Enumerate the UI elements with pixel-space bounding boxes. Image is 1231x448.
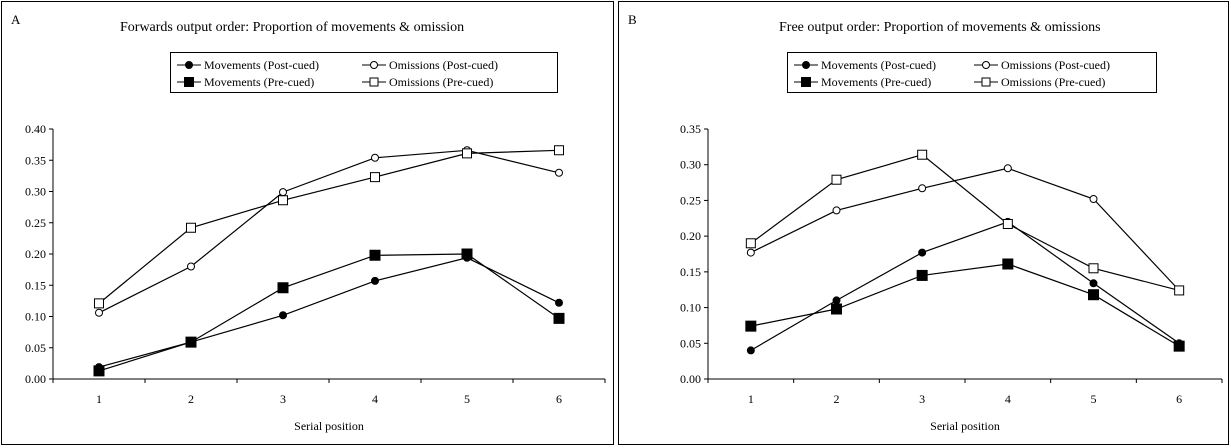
data-point-movements-post-cued — [555, 298, 563, 307]
x-tick-label: 3 — [919, 392, 925, 406]
chart-title: Free output order: Proportion of movemen… — [779, 20, 1101, 35]
data-point-omissions-pre-cued — [1088, 263, 1099, 274]
panel-label: B — [628, 12, 637, 27]
y-tick-label: 0.20 — [680, 229, 701, 243]
legend-label: Movements (Pre-cued) — [204, 75, 315, 89]
chart-panel-b: B Free output order: Proportion of movem… — [618, 1, 1229, 445]
x-tick-label: 3 — [280, 392, 286, 406]
data-point-omissions-post-cued — [279, 188, 287, 197]
data-point-omissions-pre-cued — [745, 238, 756, 249]
y-tick-label: 0.40 — [25, 122, 46, 136]
y-tick-label: 0.30 — [680, 158, 701, 172]
data-point-omissions-post-cued — [1003, 164, 1012, 173]
y-tick-label: 0.15 — [25, 278, 46, 292]
data-point-movements-post-cued — [1089, 279, 1098, 288]
data-point-omissions-post-cued — [95, 308, 103, 317]
y-tick-label: 0.30 — [25, 185, 46, 199]
data-point-movements-post-cued — [371, 276, 379, 285]
series-line-movements-post-cued — [98, 257, 560, 368]
x-tick-label: 5 — [464, 392, 470, 406]
data-point-omissions-pre-cued — [278, 195, 288, 206]
y-tick-label: 0.25 — [680, 193, 701, 207]
data-point-omissions-post-cued — [746, 248, 755, 257]
data-point-movements-post-cued — [918, 248, 927, 257]
data-point-movements-pre-cued — [277, 282, 289, 294]
x-tick-label: 2 — [834, 392, 840, 406]
y-tick-label: 0.35 — [25, 153, 46, 167]
data-point-omissions-post-cued — [371, 153, 379, 162]
y-tick-label: 0.20 — [25, 247, 46, 261]
series-line-movements-pre-cued — [750, 263, 1180, 347]
y-tick-label: 0.00 — [25, 372, 46, 386]
legend-label: Movements (Post-cued) — [204, 58, 319, 72]
y-tick-label: 0.10 — [680, 301, 701, 315]
data-point-omissions-pre-cued — [94, 298, 104, 309]
panel-label: A — [11, 12, 21, 27]
x-tick-label: 2 — [188, 392, 194, 406]
data-point-movements-pre-cued — [369, 249, 381, 261]
y-tick-label: 0.15 — [680, 265, 701, 279]
data-point-omissions-post-cued — [918, 184, 927, 193]
data-point-movements-post-cued — [832, 296, 841, 305]
data-point-omissions-post-cued — [555, 168, 563, 177]
legend-label: Omissions (Post-cued) — [389, 58, 498, 72]
data-point-movements-post-cued — [746, 346, 755, 355]
legend-label: Omissions (Pre-cued) — [389, 75, 494, 89]
x-tick-label: 5 — [1091, 392, 1097, 406]
x-tick-label: 4 — [1005, 392, 1011, 406]
legend-label: Omissions (Post-cued) — [1001, 58, 1110, 72]
data-point-omissions-pre-cued — [554, 145, 564, 156]
x-tick-label: 1 — [748, 392, 754, 406]
legend: Movements (Post-cued) Omissions (Post-cu… — [170, 52, 558, 93]
data-point-movements-pre-cued — [185, 336, 197, 348]
legend-label: Movements (Pre-cued) — [821, 75, 932, 89]
series-line-omissions-post-cued — [750, 167, 1180, 291]
data-point-omissions-post-cued — [832, 206, 841, 215]
x-tick-label: 6 — [556, 392, 562, 406]
data-point-movements-pre-cued — [461, 248, 473, 260]
x-tick-label: 1 — [96, 392, 102, 406]
data-point-omissions-post-cued — [187, 262, 195, 271]
data-point-omissions-pre-cued — [917, 149, 928, 160]
data-point-movements-post-cued — [279, 311, 287, 320]
y-tick-label: 0.25 — [25, 216, 46, 230]
plot-area-b: 0.00 0.05 0.10 0.15 0.20 0.25 0.30 0.35 1 2 3 4 5 6 Se… — [680, 122, 1223, 433]
data-point-movements-pre-cued — [93, 365, 105, 377]
x-tick-label: 4 — [372, 392, 378, 406]
data-point-movements-pre-cued — [1173, 340, 1185, 352]
data-point-omissions-post-cued — [1089, 195, 1098, 203]
x-axis-label: Serial position — [930, 419, 1000, 433]
data-point-movements-pre-cued — [1002, 258, 1014, 270]
data-point-omissions-pre-cued — [831, 174, 842, 185]
y-tick-label: 0.00 — [680, 372, 701, 386]
series-line-omissions-pre-cued — [98, 149, 560, 304]
series-line-omissions-pre-cued — [750, 154, 1180, 291]
x-axis-label: Serial position — [294, 419, 364, 433]
data-point-movements-pre-cued — [831, 303, 842, 315]
series-line-movements-post-cued — [750, 221, 1180, 351]
y-tick-label: 0.10 — [25, 310, 46, 324]
data-point-omissions-pre-cued — [1002, 219, 1013, 229]
series-line-omissions-post-cued — [98, 149, 560, 314]
x-tick-label: 6 — [1176, 392, 1182, 406]
data-point-movements-pre-cued — [745, 320, 757, 332]
chart-panel-a: A Forwards output order: Proportion of m… — [1, 1, 614, 445]
data-point-omissions-pre-cued — [462, 148, 472, 159]
chart-title: Forwards output order: Proportion of mov… — [120, 20, 465, 35]
data-point-omissions-pre-cued — [370, 172, 380, 183]
data-point-movements-pre-cued — [1088, 289, 1099, 301]
data-point-omissions-pre-cued — [186, 222, 196, 233]
plot-area-a: 0.00 0.05 0.10 0.15 0.20 0.25 0.30 0.35 0.40 1 2 3 4… — [25, 122, 606, 433]
legend: Movements (Post-cued) Omissions (Post-cu… — [787, 52, 1157, 93]
legend-label: Movements (Post-cued) — [821, 58, 936, 72]
data-point-omissions-pre-cued — [1174, 285, 1185, 296]
y-tick-label: 0.05 — [25, 341, 46, 355]
series-line-movements-pre-cued — [98, 253, 560, 372]
data-point-movements-pre-cued — [553, 312, 565, 324]
legend-label: Omissions (Pre-cued) — [1001, 75, 1106, 89]
data-point-movements-pre-cued — [916, 269, 928, 281]
y-tick-label: 0.35 — [680, 122, 701, 136]
y-tick-label: 0.05 — [680, 336, 701, 350]
